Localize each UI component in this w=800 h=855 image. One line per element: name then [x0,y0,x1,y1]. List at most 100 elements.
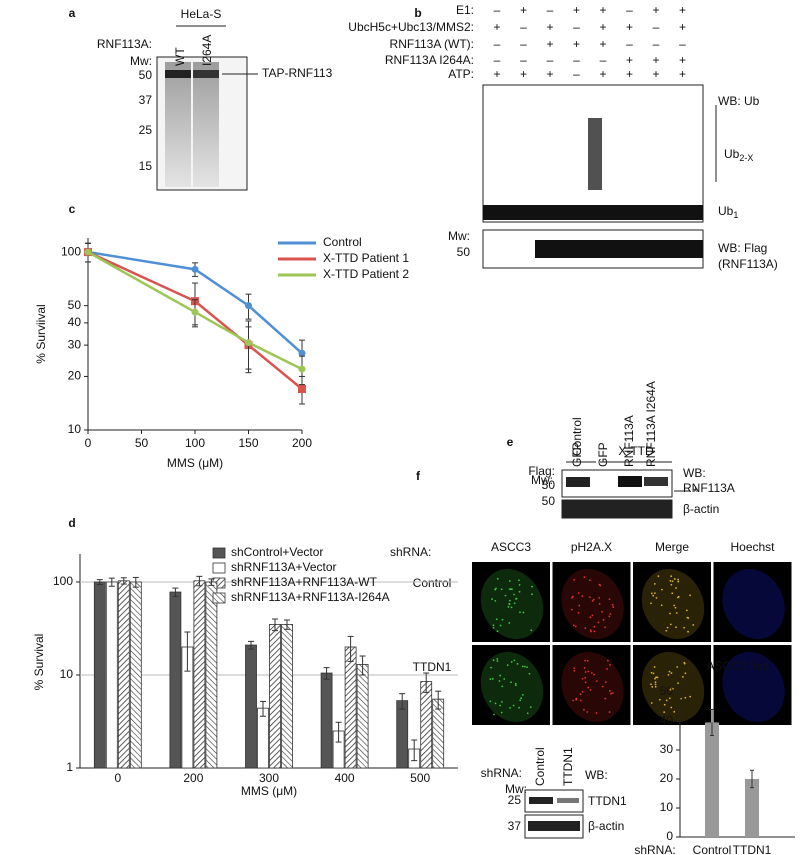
label: β-actin [683,502,719,516]
label: X-TTD [618,444,654,458]
focus [669,612,671,615]
focus [602,618,605,621]
label: TAP-RNF113 [262,66,333,80]
label: – [520,20,527,34]
focus [677,578,679,581]
panel-letter: a [69,6,76,20]
focus [579,699,582,702]
focus [677,682,679,685]
focus [496,630,499,633]
label: + [626,53,633,67]
label: – [626,3,633,17]
focus [598,597,601,599]
focus [675,612,678,614]
focus [669,688,672,691]
focus [581,677,584,680]
focus [530,629,533,632]
series-line [87,250,303,355]
panel-letter: e [507,435,514,449]
focus [680,697,682,700]
label: 25 [139,123,153,137]
focus [521,693,524,696]
focus [586,659,589,662]
label: 50 [542,478,556,492]
y-tick-label: 10 [60,667,74,681]
focus [528,672,531,675]
focus [518,579,520,582]
label: Merge [655,540,689,554]
focus [510,681,512,684]
focus [570,608,573,611]
focus [670,672,673,674]
focus [665,629,668,632]
focus [519,611,521,614]
label: + [599,67,606,81]
focus [520,697,523,699]
focus [491,678,494,680]
focus [591,599,594,602]
focus [665,699,668,702]
focus [526,666,529,669]
focus [513,593,515,596]
focus [490,666,492,669]
focus [501,618,504,621]
focus [512,704,515,707]
legend-swatch [212,547,226,559]
focus [607,659,609,662]
focus [501,685,504,688]
focus [601,610,603,613]
y-tick-label: 40 [660,713,674,727]
label: Mw: [448,229,470,243]
label: TTDN1 [413,660,452,674]
label: 25 [508,793,522,807]
focus [610,692,612,695]
focus [496,660,499,662]
label: UbcH5c+Ubc13/MMS2: [348,20,474,34]
x-tick-label: 300 [259,771,279,785]
label: + [520,3,527,17]
focus [663,703,666,706]
focus [588,596,591,599]
x-tick-label: 150 [238,436,258,450]
label: + [652,67,659,81]
focus [663,711,666,714]
band [566,477,590,487]
bar [705,722,719,837]
focus [531,593,533,596]
x-tick-label: 0 [114,771,121,785]
bar [169,591,182,769]
label: WB: Flag [718,241,767,255]
label: – [573,20,580,34]
x-tick-label: 100 [185,436,205,450]
label: Control [533,747,547,786]
focus [689,594,691,597]
marker [245,302,252,310]
x-prefix: shRNA: [634,843,675,855]
label: RNF113A I264A [644,381,658,467]
blot [524,789,584,813]
marker [245,339,252,347]
label: RNF113A I264A [644,381,658,467]
focus [577,611,580,614]
focus [608,711,611,713]
focus [675,626,677,629]
label: + [520,67,527,81]
x-axis-label: MMS (μM) [167,456,223,470]
focus [593,625,596,628]
focus [675,587,677,589]
label-sub: 1 [733,210,738,220]
focus [650,602,652,605]
focus [587,670,590,673]
bar [420,681,433,769]
bar [105,581,118,769]
label: RNF113A (WT): [390,37,474,51]
focus [650,702,653,704]
focus [599,584,602,587]
y-tick-label: 20 [68,369,82,383]
focus [669,623,672,626]
bar [93,581,106,769]
focus [611,692,614,695]
focus [652,672,655,675]
label: + [546,20,553,34]
